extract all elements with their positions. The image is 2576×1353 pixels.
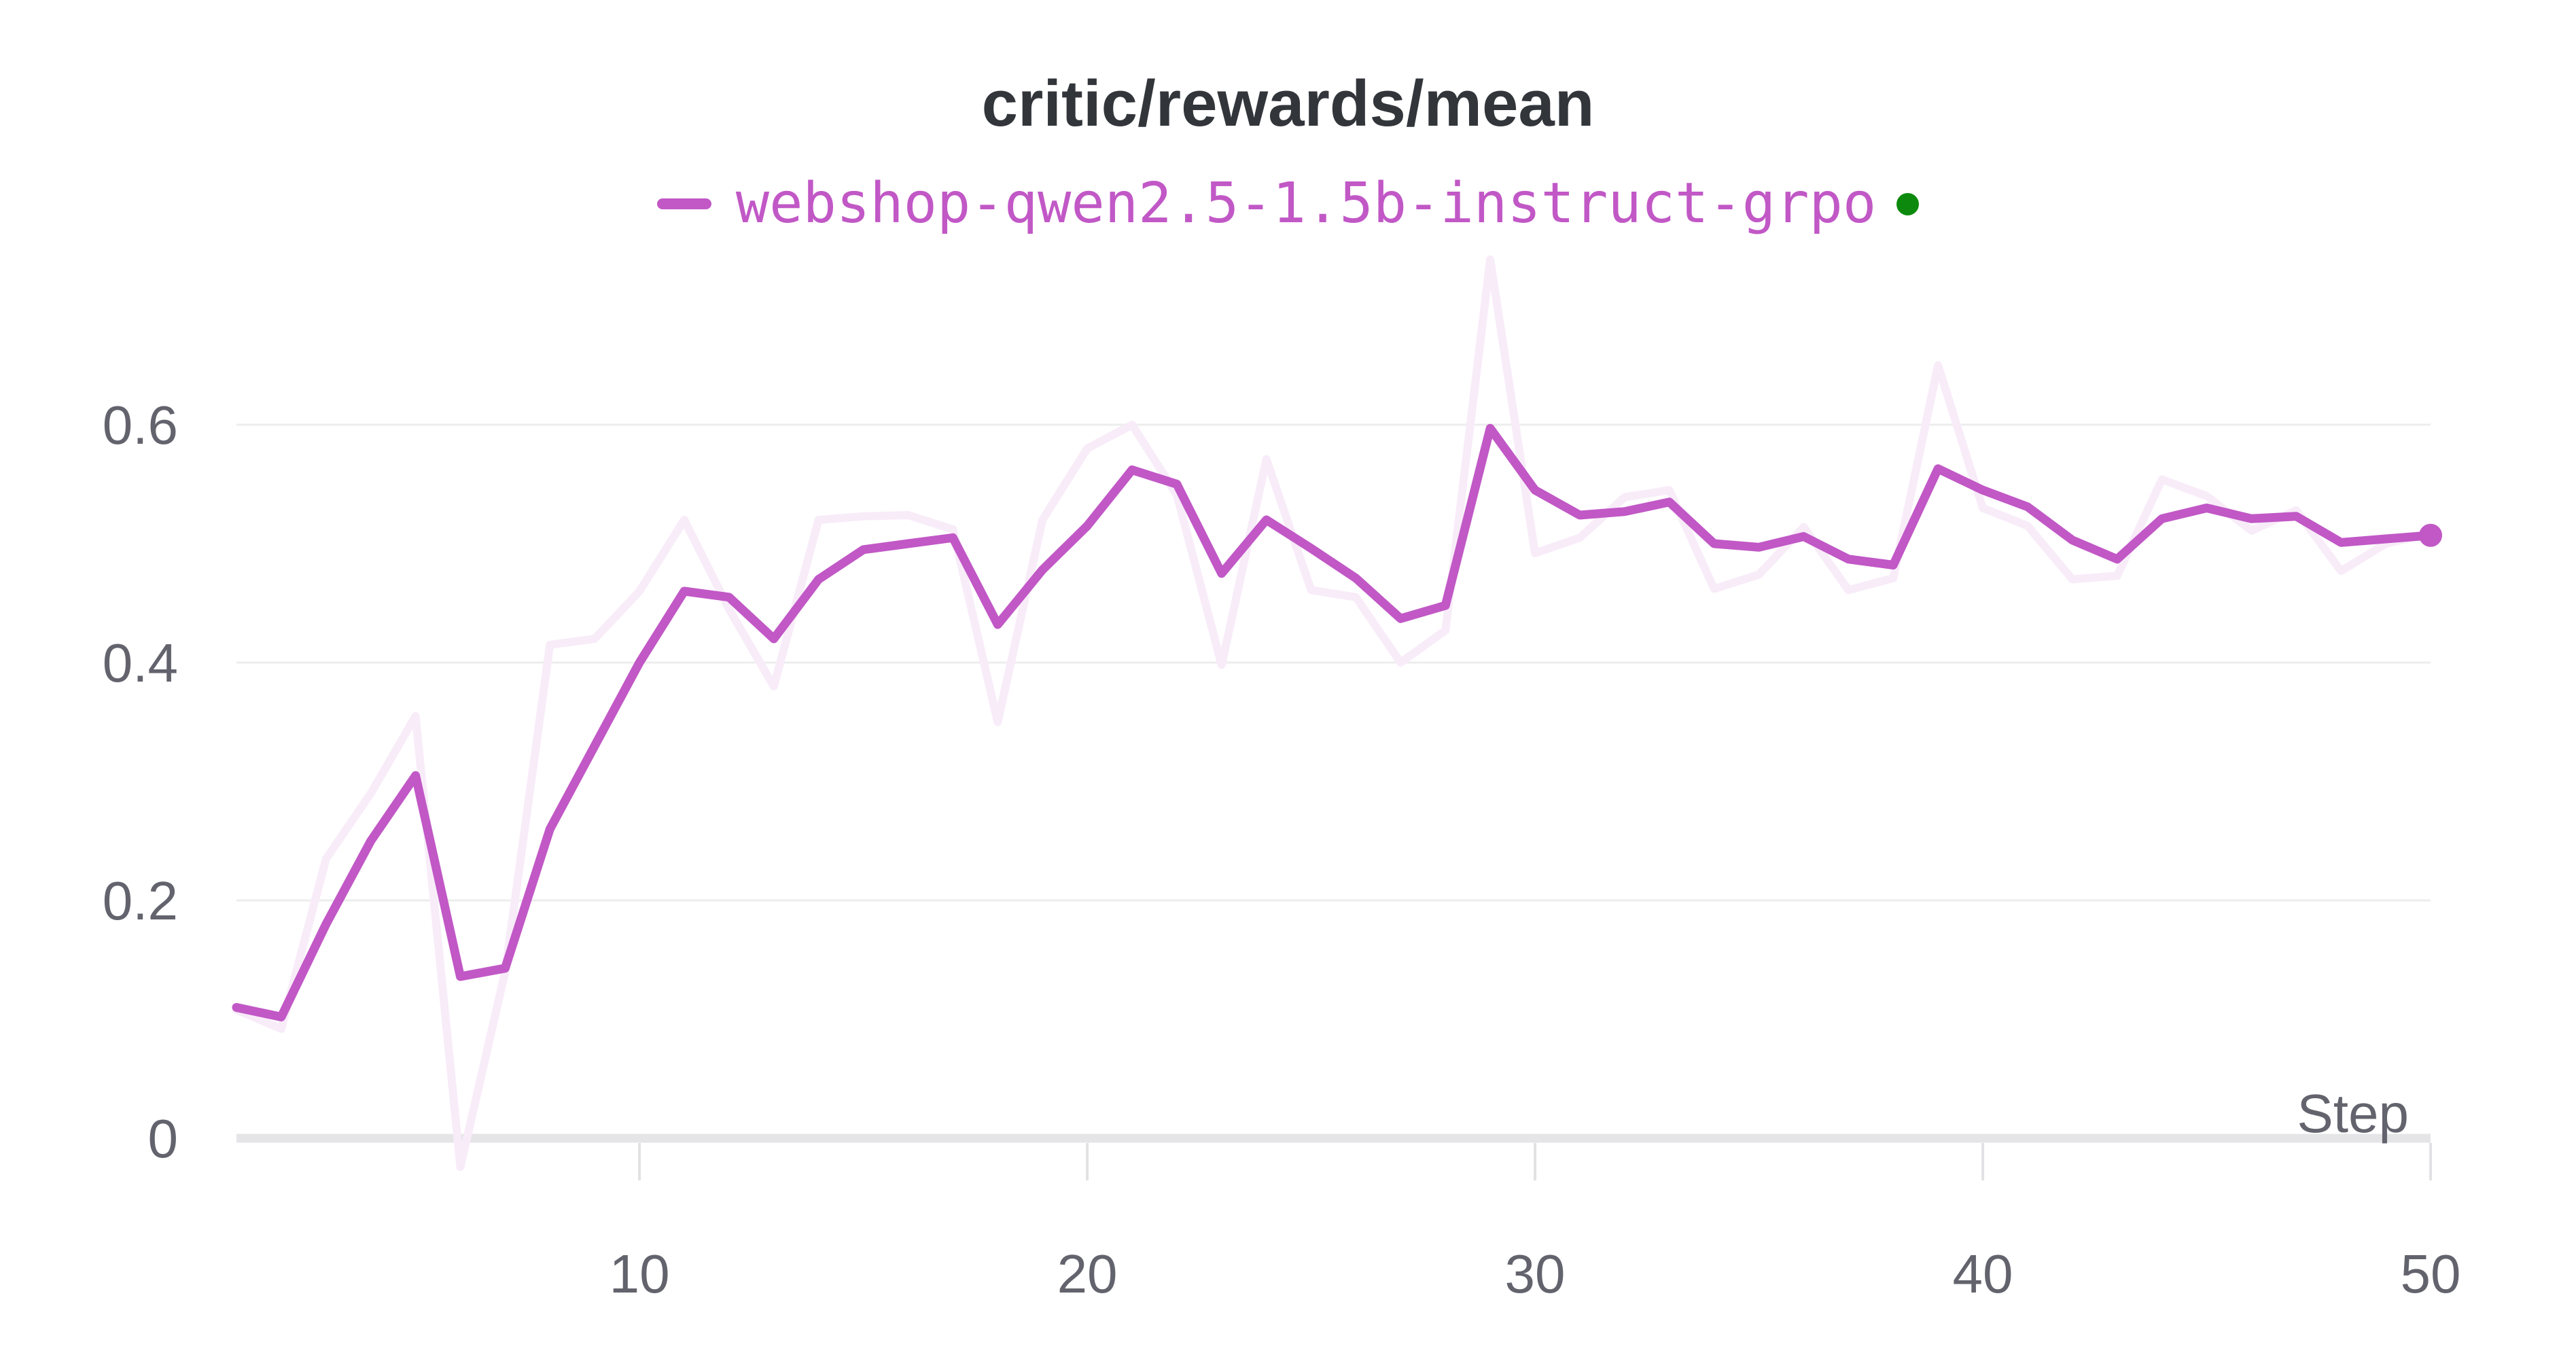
series-line-smoothed[interactable]: [232, 423, 2435, 1021]
y-tick-label: 0.6: [103, 395, 178, 455]
y-tick-label: 0: [148, 1108, 179, 1169]
latest-point-marker[interactable]: [2419, 523, 2442, 547]
y-tick-label: 0.2: [103, 871, 178, 931]
x-axis-label: Step: [2297, 1083, 2409, 1144]
run-status-dot: [1896, 192, 1920, 215]
legend-series-label[interactable]: webshop-qwen2.5-1.5b-instruct-grpo: [735, 171, 1877, 236]
x-tick-label: 30: [1505, 1244, 1566, 1304]
chart-title: critic/rewards/mean: [981, 67, 1595, 140]
x-tick-label: 50: [2401, 1244, 2461, 1304]
x-axis-line: [236, 1134, 2431, 1143]
x-tick-label: 10: [610, 1244, 670, 1304]
legend-line-marker: [656, 198, 711, 209]
y-tick-label: 0.4: [103, 633, 178, 693]
legend[interactable]: webshop-qwen2.5-1.5b-instruct-grpo: [0, 163, 2576, 245]
series-line-raw-unsmoothed[interactable]: [232, 255, 2435, 1171]
x-tick-label: 40: [1953, 1244, 2013, 1304]
x-tick-label: 20: [1057, 1244, 1118, 1304]
